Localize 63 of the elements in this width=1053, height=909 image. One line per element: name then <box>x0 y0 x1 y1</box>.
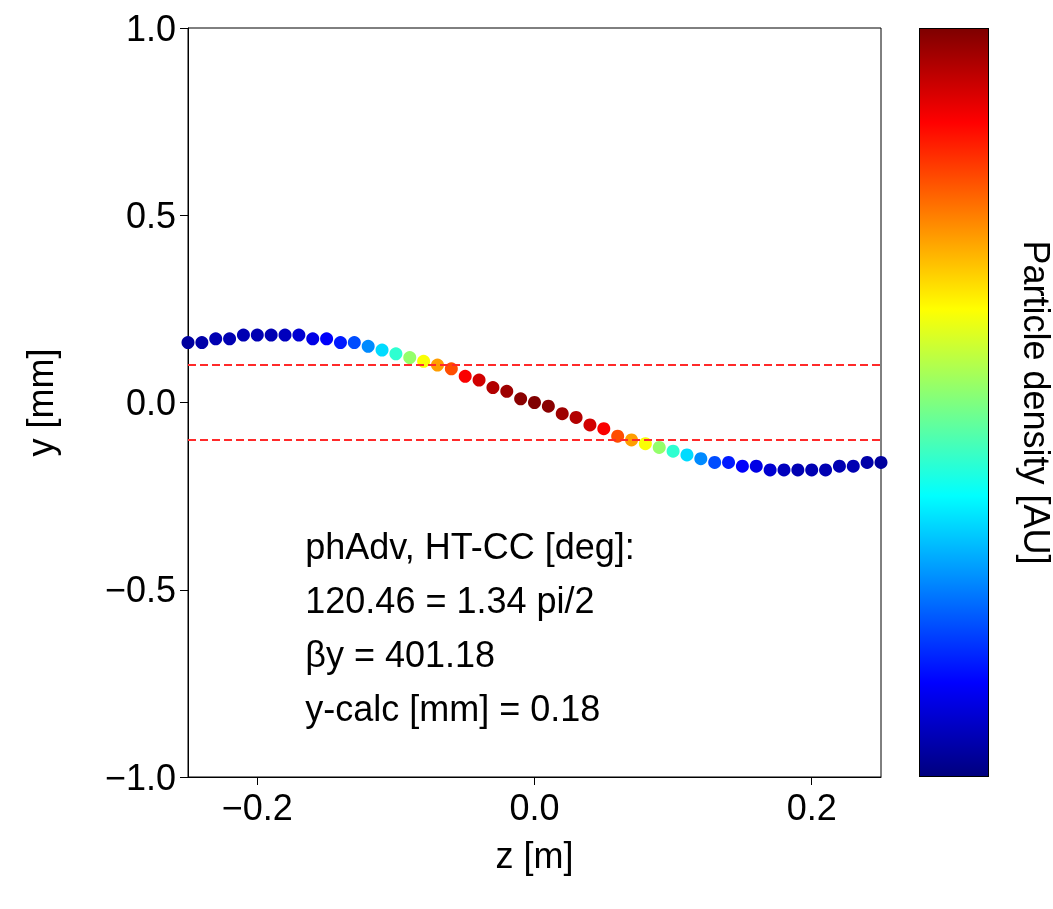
x-tick-label: −0.2 <box>221 786 293 828</box>
point <box>569 410 583 424</box>
annotation: phAdv, HT-CC [deg]: <box>305 525 635 567</box>
point <box>264 328 278 342</box>
point <box>722 455 736 469</box>
point <box>223 332 237 346</box>
point <box>347 336 361 350</box>
point <box>236 328 250 342</box>
point <box>694 452 708 466</box>
point <box>486 381 500 395</box>
point <box>209 332 223 346</box>
point <box>306 332 320 346</box>
point <box>278 328 292 342</box>
point <box>832 459 846 473</box>
annotation: βy = 401.18 <box>305 633 496 675</box>
point <box>735 459 749 473</box>
point <box>611 429 625 443</box>
point <box>555 407 569 421</box>
point <box>541 399 555 413</box>
y-tick-label: −1.0 <box>104 756 176 798</box>
y-tick-label: 0.5 <box>125 194 176 236</box>
point <box>181 336 195 350</box>
annotation: y-calc [mm] = 0.18 <box>305 687 601 729</box>
point <box>389 347 403 361</box>
x-axis-title: z [m] <box>495 834 574 876</box>
annotation: 120.46 = 1.34 pi/2 <box>305 579 595 621</box>
x-tick-label: 0.0 <box>509 786 560 828</box>
point <box>320 332 334 346</box>
point <box>528 396 541 409</box>
point <box>638 437 652 451</box>
point <box>791 463 805 477</box>
point <box>250 328 264 342</box>
point <box>403 351 417 365</box>
point <box>195 336 209 350</box>
point <box>874 455 888 469</box>
point <box>458 369 472 383</box>
point <box>819 463 833 477</box>
point <box>375 343 389 357</box>
point <box>680 448 694 462</box>
point <box>763 463 777 477</box>
point <box>597 422 611 436</box>
point <box>749 459 763 473</box>
point <box>860 455 874 469</box>
y-axis-title: y [mm] <box>19 348 61 457</box>
point <box>652 440 666 454</box>
point <box>777 463 791 477</box>
point <box>583 418 597 432</box>
point <box>514 392 528 406</box>
x-tick-label: 0.2 <box>786 786 837 828</box>
point <box>444 362 458 376</box>
point <box>708 455 722 469</box>
point <box>361 339 375 353</box>
point <box>333 336 347 350</box>
point <box>846 459 860 473</box>
point <box>472 373 486 387</box>
point <box>500 384 514 398</box>
point <box>805 463 819 477</box>
y-tick-label: 1.0 <box>125 7 176 49</box>
point <box>666 444 680 458</box>
y-tick-label: 0.0 <box>125 382 176 423</box>
point <box>292 328 306 342</box>
y-tick-label: −0.5 <box>104 569 176 611</box>
color-bar-title: Particle density [AU] <box>1015 240 1053 565</box>
